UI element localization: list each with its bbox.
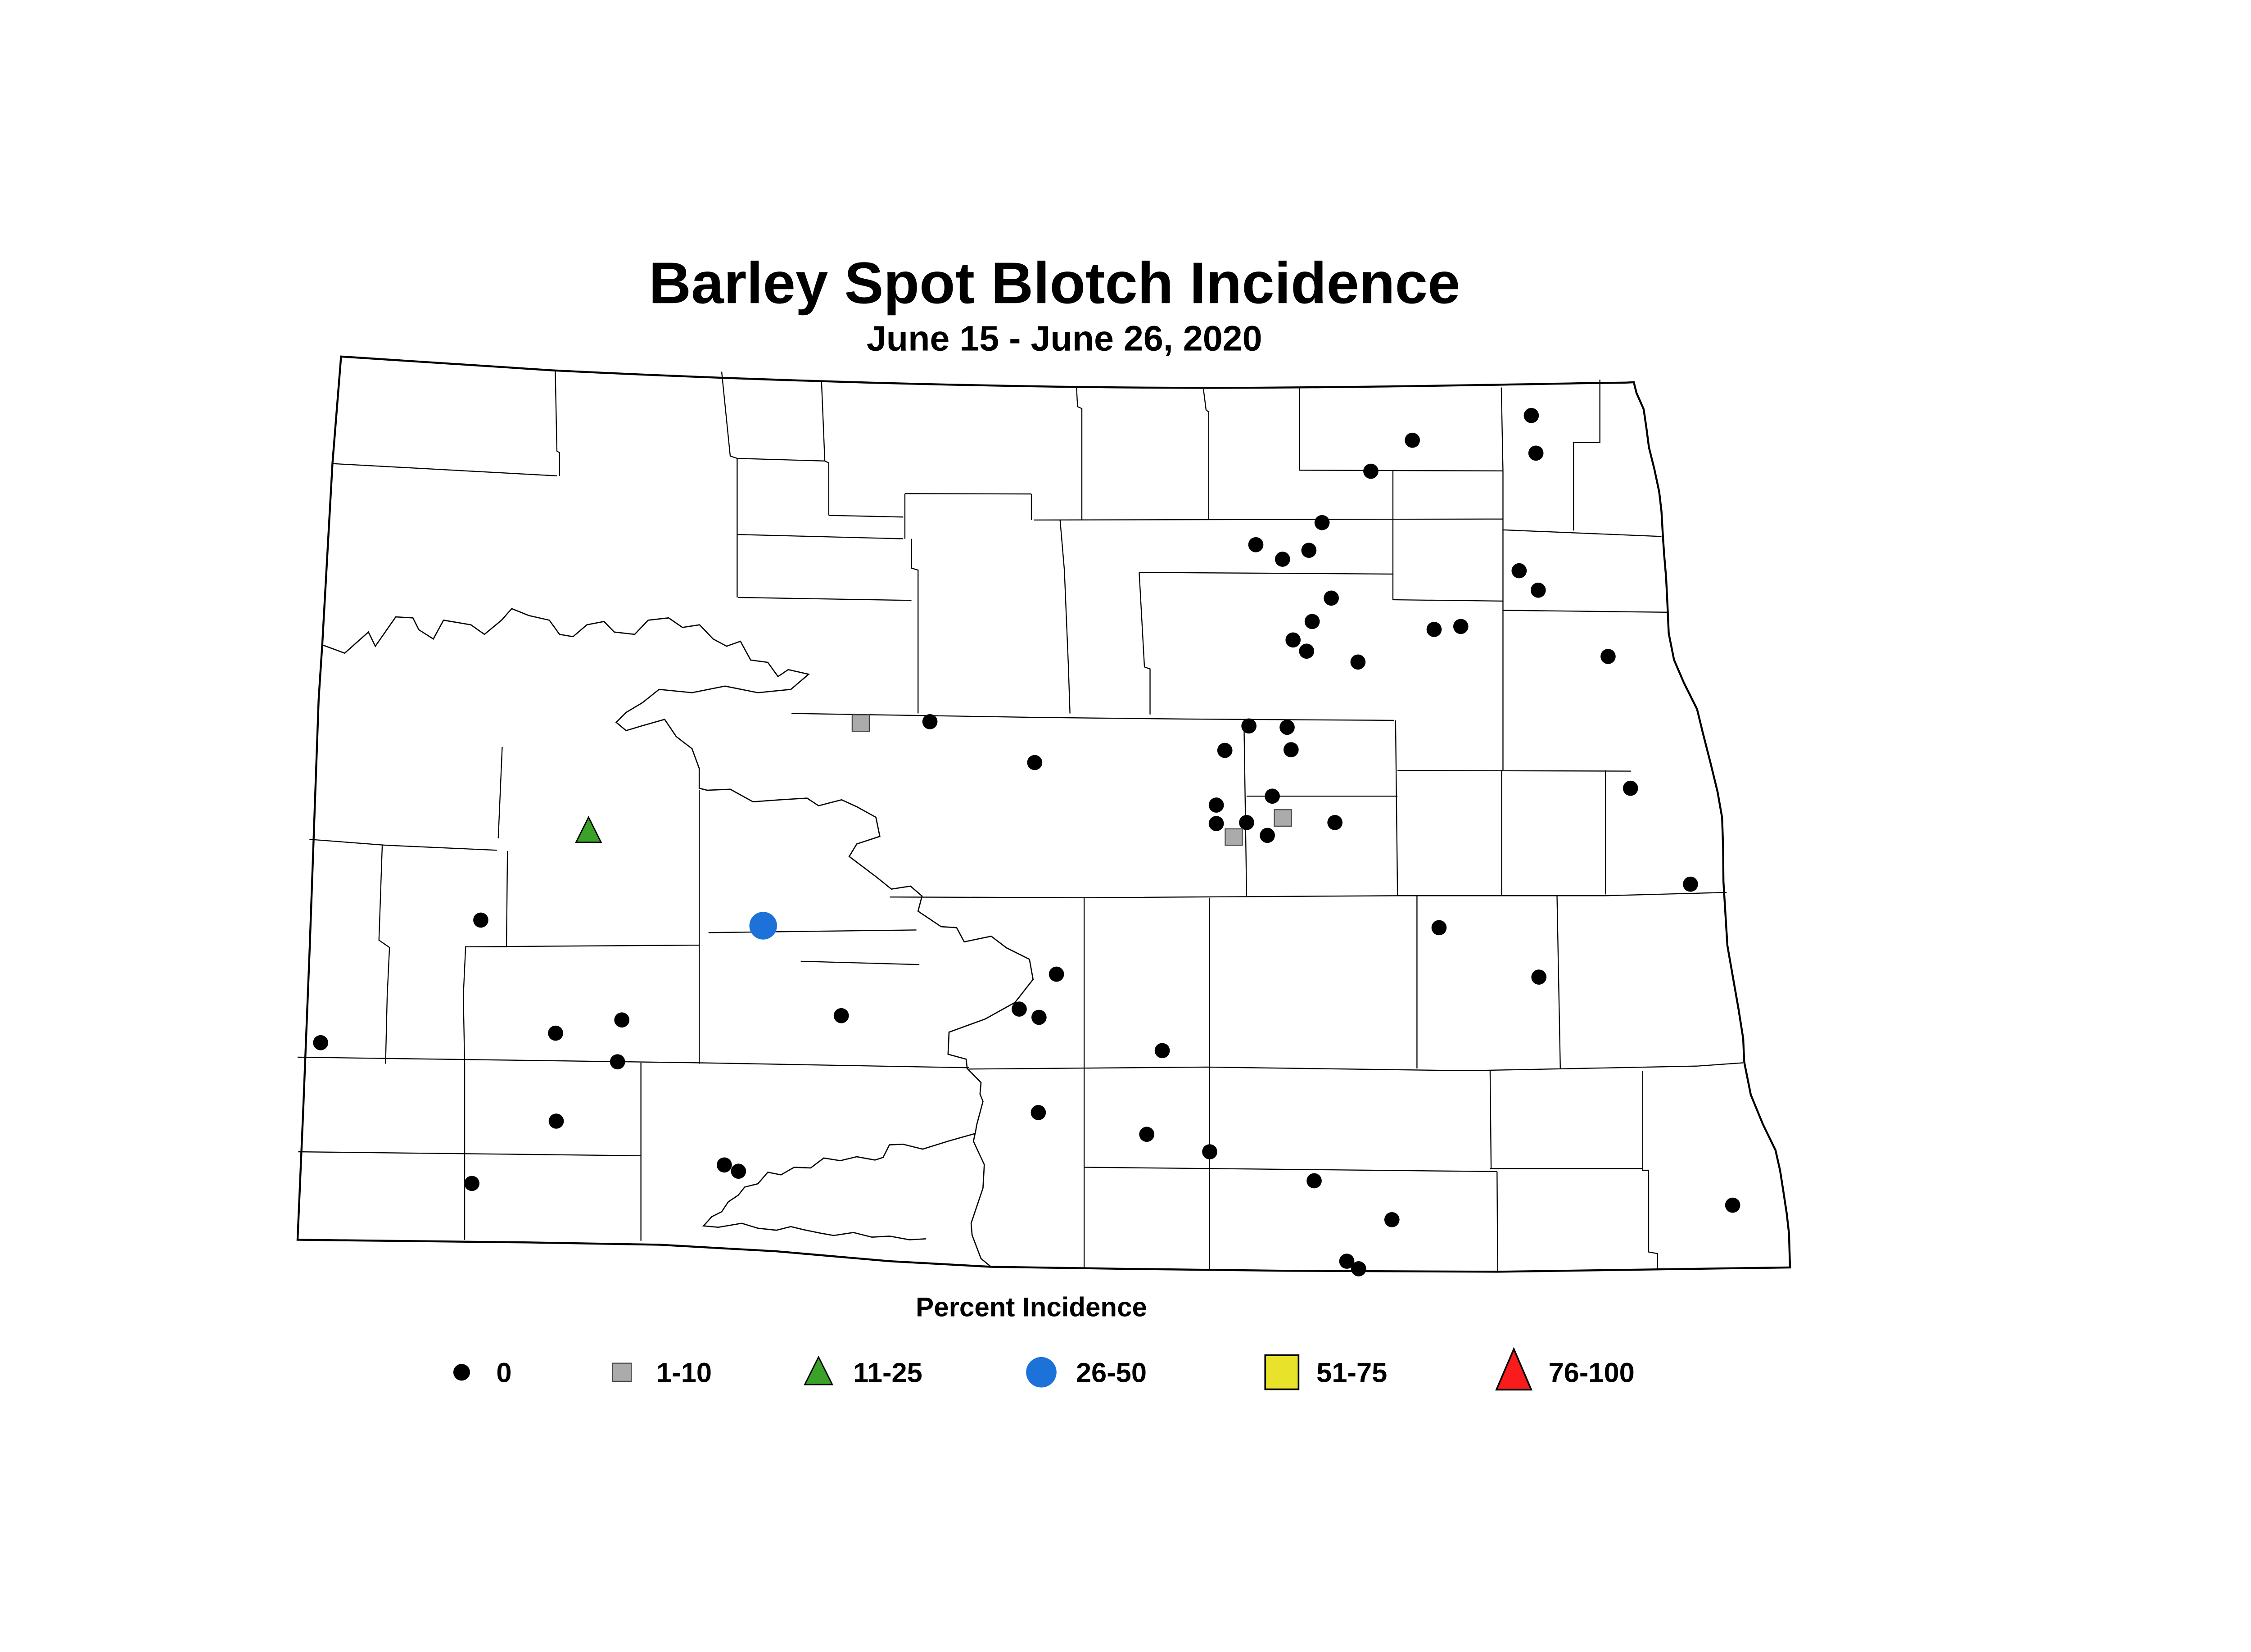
marker-dot [464, 1176, 479, 1191]
marker-dot [1725, 1197, 1740, 1213]
legend-label: 1-10 [656, 1358, 712, 1389]
marker-dot [1139, 1127, 1155, 1142]
marker-dot [1351, 1261, 1366, 1276]
incidence-markers [313, 408, 1740, 1276]
marker-dot [610, 1054, 625, 1070]
marker-dot [1523, 408, 1539, 423]
legend-square-icon [612, 1362, 632, 1382]
marker-dot [614, 1012, 630, 1028]
marker-dot [1217, 742, 1233, 758]
marker-circle [749, 912, 777, 940]
marker-dot [1265, 788, 1280, 804]
page-title: Barley Spot Blotch Incidence [649, 250, 1460, 316]
marker-dot [473, 912, 488, 928]
marker-square [1274, 809, 1292, 827]
marker-dot [1239, 815, 1254, 830]
legend-items: 0 1-10 11-25 26-50 51-75 76-100 [453, 1347, 1635, 1391]
legend-label: 26-50 [1076, 1358, 1147, 1389]
legend-square-large-icon [1264, 1354, 1300, 1390]
marker-dot [1453, 619, 1469, 634]
marker-dot [1241, 718, 1257, 734]
marker-dot [833, 1008, 849, 1023]
marker-dot [1384, 1212, 1400, 1227]
marker-dot [1511, 563, 1527, 579]
marker-dot [1299, 643, 1315, 659]
legend-item-26-50: 26-50 [1026, 1357, 1147, 1389]
marker-dot [1314, 515, 1330, 530]
incidence-markers-1-10 [851, 714, 1292, 846]
marker-dot [1431, 920, 1447, 936]
marker-dot [1426, 622, 1442, 637]
marker-dot [1279, 720, 1295, 735]
legend-label: 11-25 [853, 1358, 922, 1389]
marker-dot [313, 1035, 329, 1050]
marker-square [851, 714, 870, 732]
legend-title: Percent Incidence [916, 1292, 1147, 1322]
marker-dot [1531, 969, 1547, 985]
rivers [322, 608, 1034, 1267]
marker-dot [1600, 649, 1616, 664]
legend-item-1-10: 1-10 [612, 1358, 712, 1389]
marker-dot [1260, 828, 1275, 843]
legend-label: 51-75 [1316, 1358, 1387, 1389]
marker-dot [1306, 1173, 1322, 1189]
missouri-river [322, 608, 1034, 1267]
marker-dot [1327, 815, 1342, 830]
marker-dot [548, 1025, 563, 1041]
marker-dot [1324, 590, 1339, 606]
marker-dot [1683, 876, 1698, 892]
legend-label: 76-100 [1548, 1358, 1634, 1389]
marker-dot [1027, 755, 1043, 770]
marker-dot [1304, 614, 1320, 629]
legend-triangle-large-icon [1495, 1347, 1533, 1391]
legend-item-76-100: 76-100 [1495, 1347, 1635, 1391]
marker-dot [1623, 780, 1638, 796]
cannonball-river [702, 1133, 975, 1240]
marker-dot [1202, 1144, 1217, 1159]
marker-dot [1154, 1043, 1170, 1059]
state-outline [296, 355, 1791, 1273]
marker-dot [1031, 1105, 1046, 1120]
legend-item-11-25: 11-25 [804, 1355, 922, 1389]
legend-triangle-icon [804, 1355, 834, 1385]
marker-dot [1208, 797, 1224, 813]
marker-dot [1528, 445, 1544, 461]
marker-dot [922, 714, 938, 729]
page-subtitle: June 15 - June 26, 2020 [867, 318, 1262, 358]
marker-dot [1248, 537, 1264, 552]
marker-dot [1283, 742, 1299, 757]
marker-dot [1285, 632, 1301, 648]
marker-dot [548, 1113, 564, 1129]
legend-item-0: 0 [453, 1358, 512, 1389]
legend-item-51-75: 51-75 [1264, 1354, 1387, 1390]
marker-dot [1339, 1254, 1355, 1269]
marker-dot [1208, 816, 1224, 831]
marker-dot [1530, 582, 1546, 598]
incidence-markers-26-50 [749, 912, 777, 940]
legend-circle-icon [1026, 1357, 1057, 1388]
incidence-markers-11-25 [575, 815, 602, 843]
legend-dot-icon [453, 1364, 470, 1381]
marker-triangle [575, 815, 602, 843]
marker-dot [1049, 966, 1064, 982]
county-lines [297, 370, 1744, 1272]
marker-square [1225, 828, 1243, 846]
marker-dot [1012, 1001, 1027, 1017]
marker-dot [1405, 432, 1420, 448]
legend-label: 0 [496, 1358, 511, 1389]
marker-dot [1031, 1009, 1047, 1025]
marker-dot [717, 1157, 732, 1173]
marker-dot [1350, 654, 1366, 670]
marker-dot [731, 1163, 746, 1179]
marker-dot [1275, 552, 1290, 567]
county-boundaries [297, 370, 1744, 1272]
marker-dot [1301, 543, 1317, 558]
state-border [296, 355, 1791, 1273]
legend: Percent Incidence 0 1-10 11-25 26-50 51-75 76… [453, 1292, 1635, 1391]
marker-dot [1363, 463, 1379, 479]
incidence-markers-0 [313, 408, 1740, 1276]
